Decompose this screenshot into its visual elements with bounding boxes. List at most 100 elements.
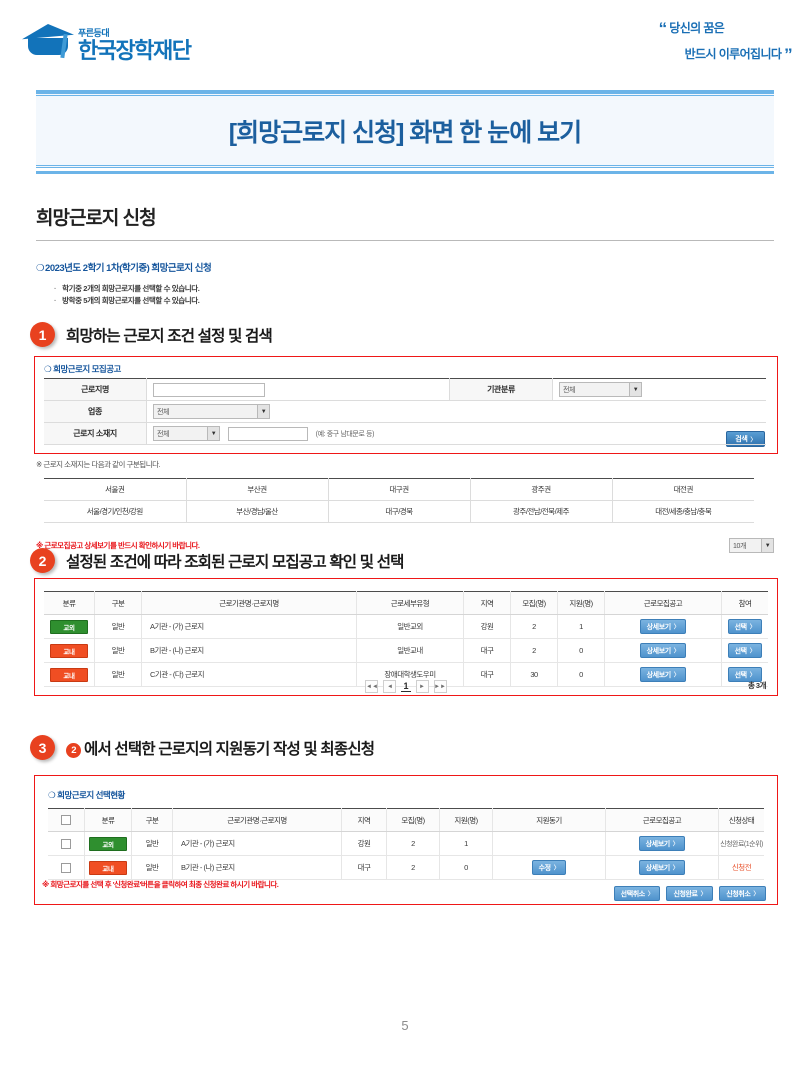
step-1-number: 1 — [30, 322, 55, 347]
industry-select[interactable]: 전체 ▼ — [153, 404, 270, 419]
edit-motive-button[interactable]: 수정 〉 — [531, 860, 567, 875]
cell-division: 일반 — [94, 614, 142, 639]
selection-table: 분류 구분 근로기관명·근로지명 지역 모집(명) 지원(명) 지원동기 근로모… — [48, 808, 764, 880]
cell-division: 일반 — [94, 638, 142, 663]
pagination-prev-button[interactable]: ◄ — [383, 680, 397, 693]
cell-recruit: 2 — [386, 855, 440, 880]
pagination-current-page[interactable]: 1 — [401, 680, 411, 692]
pagination-last-button[interactable]: ►► — [433, 680, 447, 693]
location-region-select[interactable]: 전체 ▼ — [153, 426, 220, 441]
chevron-down-icon: ▼ — [207, 427, 219, 440]
cell-applied: 0 — [557, 662, 605, 687]
chevron-down-icon: ▼ — [761, 539, 773, 553]
cell-region: 강원 — [463, 614, 511, 639]
org-type-select[interactable]: 전체 ▼ — [559, 382, 642, 397]
cell-name: B기관 - (나) 근로지 — [141, 638, 357, 663]
col-status: 신청상태 — [718, 808, 764, 832]
select-button[interactable]: 선택 〉 — [727, 643, 763, 658]
cell-recruit: 2 — [510, 614, 558, 639]
form-row-industry: 업종 전체 ▼ — [44, 400, 766, 423]
region-header-cell: 대구권 — [327, 478, 471, 501]
graduation-cap-icon — [22, 20, 74, 62]
cell-motive — [492, 831, 606, 856]
col-division: 구분 — [94, 591, 142, 615]
col-region: 지역 — [463, 591, 511, 615]
form-row-workplace-name: 근로지명 기관분류 전체 ▼ — [44, 378, 766, 401]
status-badge: 교내 — [50, 667, 88, 682]
row-checkbox[interactable] — [61, 862, 71, 873]
form-row-location: 근로지 소재지 전체 ▼ (예: 중구 남대문로 등) — [44, 422, 766, 445]
workplace-name-input[interactable] — [153, 382, 265, 397]
cell-workplace-name-input — [146, 378, 450, 401]
per-page-select[interactable]: 10개 ▼ — [729, 538, 774, 554]
chevron-down-icon: ▼ — [257, 405, 269, 418]
step-3-inline-number: 2 — [66, 742, 81, 758]
step-3-number: 3 — [30, 735, 55, 760]
region-value-cell: 광주/전남/전북/제주 — [469, 500, 613, 523]
cancel-application-button[interactable]: 신청취소 〉 — [719, 886, 766, 901]
chevron-right-icon: 〉 — [672, 866, 679, 872]
cell-notice: 상세보기 〉 — [605, 855, 719, 880]
logo-subtitle: 푸른등대 — [78, 28, 110, 38]
cell-name: A기관 - (가) 근로지 — [141, 614, 357, 639]
region-header-cell: 부산권 — [185, 478, 329, 501]
cell-status: 신청전 — [718, 855, 764, 880]
list-item: 학기중 2개의 희망근로지를 선택할 수 있습니다. — [54, 283, 200, 295]
cell-notice: 상세보기 〉 — [605, 831, 719, 856]
chevron-right-icon: 〉 — [749, 625, 756, 631]
step-2-label: 설정된 조건에 따라 조회된 근로지 모집공고 확인 및 선택 — [66, 553, 404, 571]
step-3-marker: 3 2 에서 선택한 근로지의 지원동기 작성 및 최종신청 — [30, 735, 375, 760]
cell-org-type-select: 전체 ▼ — [552, 378, 766, 401]
table-row: 서울/경기/인천/강원 부산/경남/울산 대구/경북 광주/전남/전북/제주 대… — [44, 500, 754, 523]
step-3-label: 2 에서 선택한 근로지의 지원동기 작성 및 최종신청 — [66, 737, 375, 759]
status-badge: 교내 — [50, 643, 88, 658]
bullet-marker-icon: ❍ — [44, 364, 52, 374]
region-value-cell: 대구/경북 — [327, 500, 471, 523]
result-table: 분류 구분 근로기관명·근로지명 근로세부유형 지역 모집(명) 지원(명) 근… — [44, 591, 768, 687]
label-org-type: 기관분류 — [449, 378, 553, 401]
pagination-next-button[interactable]: ► — [415, 680, 429, 693]
col-region: 지역 — [341, 808, 387, 832]
cell-detail-type: 일반교외 — [356, 614, 464, 639]
cell-division: 일반 — [94, 662, 142, 687]
cell-join: 선택 〉 — [721, 638, 768, 663]
per-page-wrapper: 10개 ▼ — [729, 537, 774, 555]
detail-view-button[interactable]: 상세보기 〉 — [638, 836, 686, 851]
cell-category: 교외 — [44, 614, 95, 639]
location-detail-input[interactable] — [227, 426, 308, 441]
col-notice: 근로모집공고 — [605, 808, 719, 832]
select-button[interactable]: 선택 〉 — [727, 619, 763, 634]
col-detail-type: 근로세부유형 — [356, 591, 464, 615]
location-hint: (예: 중구 남대문로 등) — [315, 430, 375, 438]
page-number: 5 — [401, 1018, 409, 1033]
cell-notice: 상세보기 〉 — [604, 662, 722, 687]
selection-footer-note: ※ 희망근로지를 선택 후 '신청완료'버튼을 클릭하여 최종 신청완료 하시기… — [42, 880, 279, 889]
detail-view-button[interactable]: 상세보기 〉 — [639, 619, 687, 634]
chevron-right-icon: 〉 — [749, 649, 756, 655]
section-divider — [36, 240, 774, 241]
bullet-marker-icon: ❍ — [36, 263, 45, 274]
detail-view-button[interactable]: 상세보기 〉 — [639, 667, 687, 682]
col-division: 구분 — [131, 808, 173, 832]
complete-application-button[interactable]: 신청완료 〉 — [666, 886, 714, 901]
cell-location-inputs: 전체 ▼ (예: 중구 남대문로 등) — [146, 422, 766, 445]
logo-title: 한국장학재단 — [78, 38, 192, 63]
cancel-selection-button[interactable]: 선택취소 〉 — [613, 886, 661, 901]
col-applied: 지원(명) — [439, 808, 493, 832]
chevron-right-icon: 〉 — [553, 866, 560, 872]
detail-view-button[interactable]: 상세보기 〉 — [639, 643, 687, 658]
select-all-checkbox[interactable] — [61, 815, 71, 825]
page-title: 희망근로지 신청 — [36, 208, 157, 229]
detail-view-button[interactable]: 상세보기 〉 — [638, 860, 686, 875]
status-badge: 교내 — [89, 860, 127, 875]
cell-join: 선택 〉 — [721, 662, 768, 687]
chevron-right-icon: 〉 — [647, 892, 654, 898]
pagination-first-button[interactable]: ◄◄ — [365, 680, 379, 693]
cell-motive: 수정 〉 — [492, 855, 606, 880]
col-name: 근로기관명·근로지명 — [141, 591, 357, 615]
quote-close-icon: ” — [784, 45, 792, 65]
cell-division: 일반 — [131, 831, 173, 856]
row-checkbox[interactable] — [61, 838, 71, 849]
select-button[interactable]: 선택 〉 — [727, 667, 763, 682]
table-row: 서울권 부산권 대구권 광주권 대전권 — [44, 478, 754, 501]
